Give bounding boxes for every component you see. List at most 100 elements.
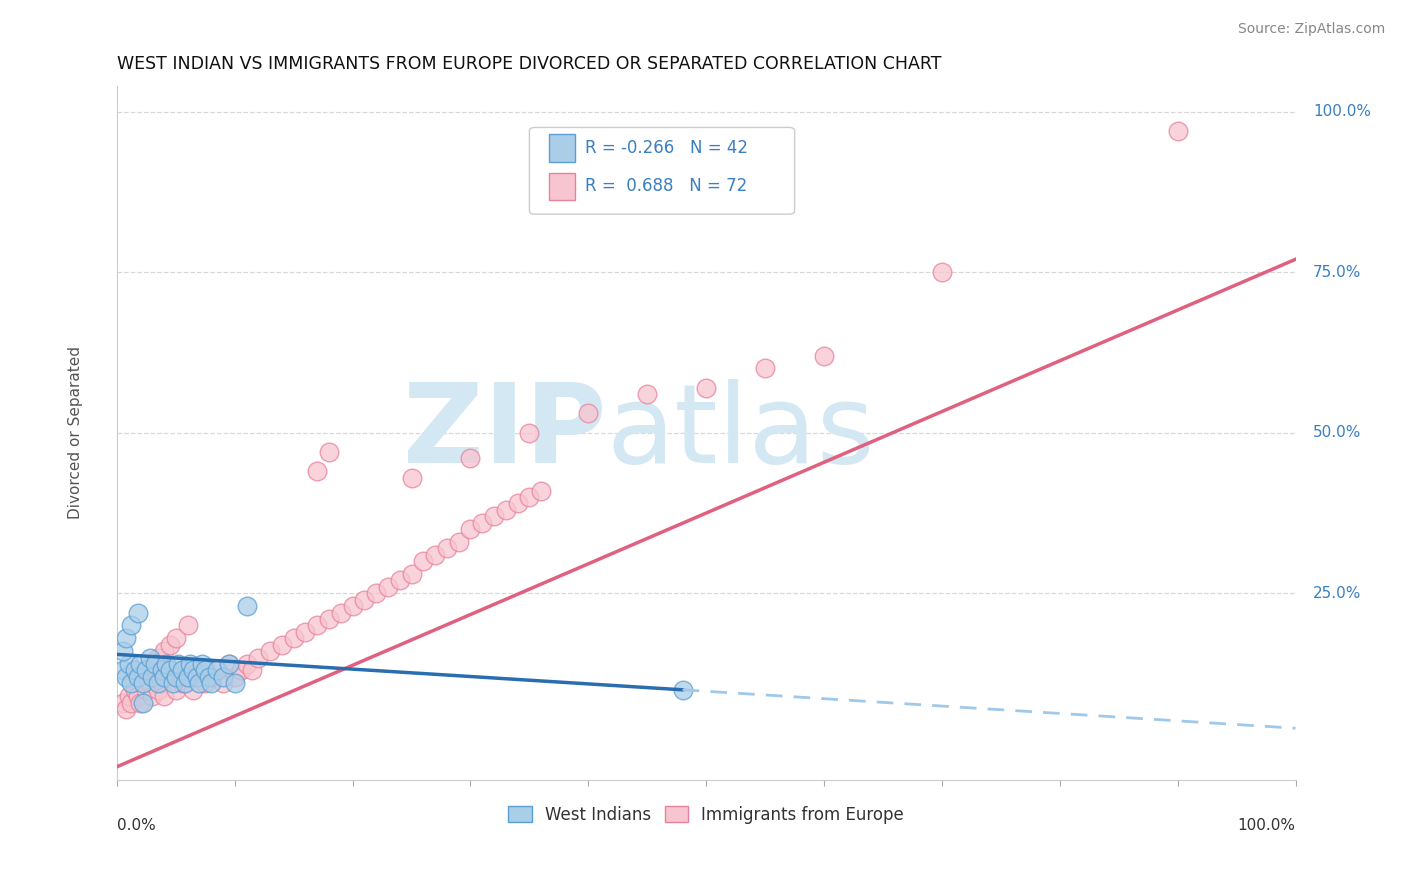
Point — [176, 618, 198, 632]
Point — [165, 670, 187, 684]
Point — [218, 657, 240, 671]
Point — [695, 381, 717, 395]
Point — [247, 650, 270, 665]
Point — [115, 670, 138, 684]
Point — [153, 644, 176, 658]
Point — [165, 682, 187, 697]
Point — [353, 592, 375, 607]
Point — [229, 664, 252, 678]
Text: 0.0%: 0.0% — [117, 818, 156, 833]
Legend: West Indians, Immigrants from Europe: West Indians, Immigrants from Europe — [502, 799, 911, 830]
Text: 75.0%: 75.0% — [1313, 265, 1361, 279]
Point — [460, 522, 482, 536]
Point — [129, 657, 152, 671]
Text: R = -0.266   N = 42: R = -0.266 N = 42 — [585, 139, 748, 157]
Point — [170, 676, 193, 690]
Text: 100.0%: 100.0% — [1237, 818, 1295, 833]
Point — [224, 676, 246, 690]
Point — [153, 689, 176, 703]
Point — [139, 676, 162, 690]
Point — [636, 387, 658, 401]
Point — [307, 618, 329, 632]
Point — [143, 657, 166, 671]
Point — [174, 676, 197, 690]
Point — [135, 664, 157, 678]
Point — [519, 425, 541, 440]
Point — [120, 618, 142, 632]
Point — [218, 657, 240, 671]
Point — [506, 496, 529, 510]
Point — [530, 483, 553, 498]
Bar — [550, 172, 575, 201]
Point — [377, 580, 399, 594]
Point — [146, 650, 169, 665]
Point — [342, 599, 364, 614]
Text: 100.0%: 100.0% — [1313, 104, 1371, 119]
Point — [111, 664, 134, 678]
Point — [188, 676, 211, 690]
Point — [159, 670, 181, 684]
Point — [200, 670, 222, 684]
Point — [307, 464, 329, 478]
Point — [118, 689, 141, 703]
Point — [124, 664, 146, 678]
Text: ZIP: ZIP — [402, 379, 606, 486]
Point — [150, 664, 173, 678]
Point — [318, 612, 340, 626]
Point — [165, 632, 187, 646]
Point — [183, 682, 205, 697]
Text: 25.0%: 25.0% — [1313, 586, 1361, 601]
Point — [129, 696, 152, 710]
Point — [115, 632, 138, 646]
Point — [162, 676, 184, 690]
Point — [190, 657, 212, 671]
Point — [194, 676, 217, 690]
Point — [170, 664, 193, 678]
Point — [194, 664, 217, 678]
Point — [127, 670, 149, 684]
Point — [224, 670, 246, 684]
Point — [120, 696, 142, 710]
Point — [205, 664, 228, 678]
Point — [176, 670, 198, 684]
Point — [159, 664, 181, 678]
Point — [931, 265, 953, 279]
Text: atlas: atlas — [606, 379, 875, 486]
Point — [294, 624, 316, 639]
Point — [482, 509, 505, 524]
Point — [495, 503, 517, 517]
Point — [401, 471, 423, 485]
Point — [132, 676, 155, 690]
Point — [111, 696, 134, 710]
Point — [146, 682, 169, 697]
Point — [212, 670, 235, 684]
Point — [150, 676, 173, 690]
Point — [111, 644, 134, 658]
Point — [115, 702, 138, 716]
Text: R =  0.688   N = 72: R = 0.688 N = 72 — [585, 178, 747, 195]
Point — [460, 451, 482, 466]
Text: 50.0%: 50.0% — [1313, 425, 1361, 441]
Point — [212, 676, 235, 690]
Point — [423, 548, 446, 562]
Point — [235, 599, 257, 614]
Point — [139, 650, 162, 665]
Point — [283, 632, 305, 646]
Point — [235, 657, 257, 671]
Point — [436, 541, 458, 556]
Point — [155, 657, 177, 671]
Point — [118, 657, 141, 671]
Point — [205, 664, 228, 678]
Point — [183, 664, 205, 678]
Point — [176, 670, 198, 684]
Point — [141, 657, 163, 671]
Point — [813, 349, 835, 363]
Point — [127, 689, 149, 703]
Point — [159, 638, 181, 652]
Point — [366, 586, 388, 600]
Point — [471, 516, 494, 530]
Bar — [550, 135, 575, 162]
Point — [318, 445, 340, 459]
Point — [672, 682, 695, 697]
Point — [242, 664, 264, 678]
